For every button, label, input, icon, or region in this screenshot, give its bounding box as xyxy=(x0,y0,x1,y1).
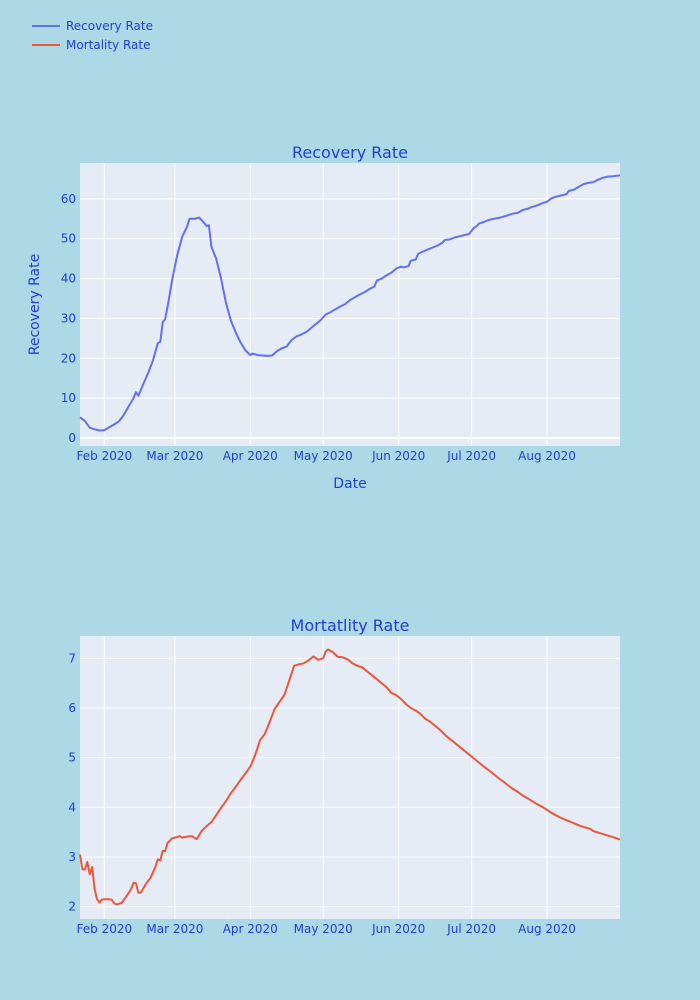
plot-area xyxy=(80,163,620,446)
x-tick-label: Mar 2020 xyxy=(146,449,203,463)
x-tick-label: Apr 2020 xyxy=(223,922,278,936)
y-tick-label: 7 xyxy=(68,651,76,665)
y-tick-label: 40 xyxy=(61,272,76,286)
y-tick-label: 0 xyxy=(68,431,76,445)
legend-entry[interactable]: Recovery Rate xyxy=(66,19,153,33)
x-tick-label: Apr 2020 xyxy=(223,449,278,463)
x-tick-label: Jul 2020 xyxy=(446,449,496,463)
x-tick-label: Jul 2020 xyxy=(446,922,496,936)
y-tick-label: 6 xyxy=(68,701,76,715)
legend-entry[interactable]: Mortality Rate xyxy=(66,38,151,52)
x-tick-label: May 2020 xyxy=(294,922,353,936)
x-tick-label: Aug 2020 xyxy=(518,922,576,936)
y-tick-label: 30 xyxy=(61,311,76,325)
plot-area xyxy=(80,636,620,919)
y-tick-label: 5 xyxy=(68,751,76,765)
x-tick-label: Feb 2020 xyxy=(77,449,133,463)
x-tick-label: Jun 2020 xyxy=(371,449,425,463)
y-tick-label: 50 xyxy=(61,232,76,246)
series-line[interactable] xyxy=(79,648,621,906)
y-axis-label: Recovery Rate xyxy=(27,254,43,355)
x-tick-label: Aug 2020 xyxy=(518,449,576,463)
x-tick-label: Mar 2020 xyxy=(146,922,203,936)
x-tick-label: Jun 2020 xyxy=(371,922,425,936)
x-tick-label: May 2020 xyxy=(294,449,353,463)
y-tick-label: 10 xyxy=(61,391,76,405)
y-tick-label: 4 xyxy=(68,800,76,814)
y-tick-label: 2 xyxy=(68,900,76,914)
recovery-rate-chart: Feb 2020 Mar 2020 Apr 2020 May 2020 Jun 2020… xyxy=(27,143,621,492)
series-line[interactable] xyxy=(79,174,621,432)
y-tick-label: 3 xyxy=(68,850,76,864)
legend[interactable]: Recovery Rate Mortality Rate xyxy=(32,19,153,52)
y-tick-label: 20 xyxy=(61,351,76,365)
y-tick-label: 60 xyxy=(61,192,76,206)
x-axis-label: Date xyxy=(333,476,366,492)
chart-title: Mortatlity Rate xyxy=(291,616,410,635)
mortality-rate-chart: Feb 2020 Mar 2020 Apr 2020 May 2020 Jun 2020… xyxy=(68,616,621,936)
chart-title: Recovery Rate xyxy=(292,143,408,162)
x-tick-label: Feb 2020 xyxy=(77,922,133,936)
